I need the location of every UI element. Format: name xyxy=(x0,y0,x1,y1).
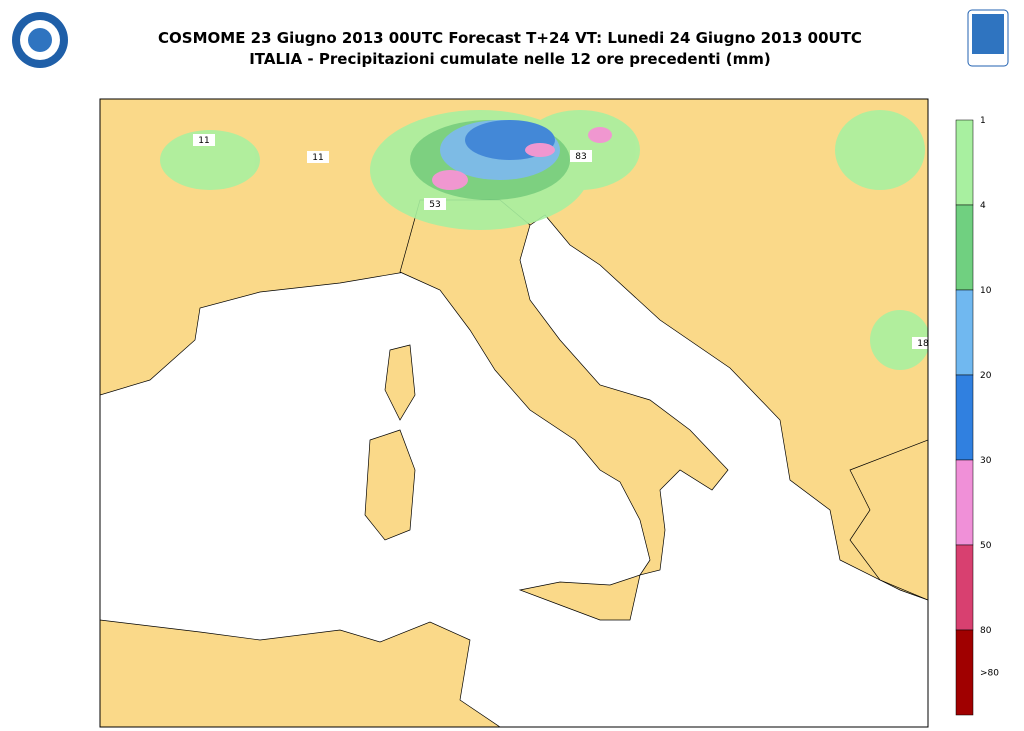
legend-swatch xyxy=(955,629,974,716)
map-frame xyxy=(99,98,929,728)
legend-label: 20 xyxy=(980,371,992,381)
legend-swatch xyxy=(955,204,974,291)
legend-swatch xyxy=(955,119,974,206)
map-label: 18 xyxy=(917,339,929,349)
logo-left xyxy=(12,12,68,68)
legend-label: 50 xyxy=(980,541,992,551)
logo-right xyxy=(967,9,1009,67)
legend-swatch xyxy=(955,544,974,631)
legend: 1 4 10 20 30 50 80 >80 xyxy=(955,116,999,716)
title: COSMOME 23 Giugno 2013 00UTC Forecast T+… xyxy=(158,29,862,47)
legend-swatch xyxy=(955,374,974,461)
map-label: 11 xyxy=(198,136,209,146)
map-label: 83 xyxy=(575,152,586,162)
legend-label: >80 xyxy=(980,669,999,679)
legend-label: 1 xyxy=(980,116,986,126)
legend-label: 10 xyxy=(980,286,992,296)
map: 11 11 53 83 18 xyxy=(100,99,929,727)
subtitle: ITALIA - Precipitazioni cumulate nelle 1… xyxy=(249,50,771,68)
legend-swatch xyxy=(955,459,974,546)
map-label: 11 xyxy=(312,153,323,163)
legend-swatch xyxy=(955,289,974,376)
map-labels: 11 11 53 83 18 xyxy=(193,134,929,349)
legend-label: 30 xyxy=(980,456,992,466)
legend-label: 80 xyxy=(980,626,992,636)
legend-label: 4 xyxy=(980,201,986,211)
map-label: 53 xyxy=(429,200,440,210)
